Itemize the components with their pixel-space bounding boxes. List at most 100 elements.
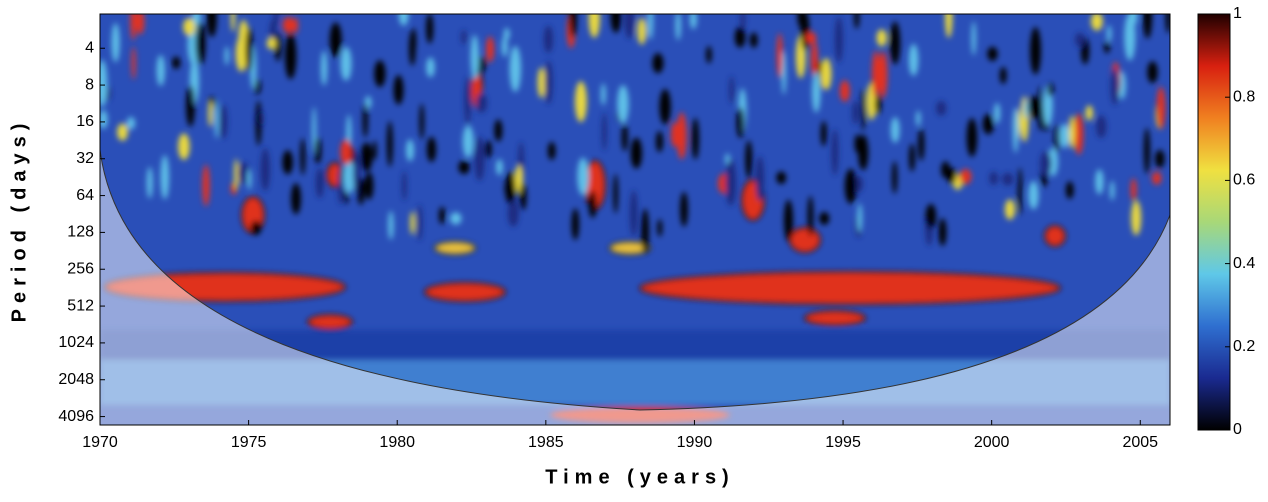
streak — [1017, 167, 1023, 216]
x-tick-label: 1975 — [231, 434, 267, 451]
streak — [844, 168, 857, 204]
streak — [909, 143, 915, 172]
streak — [807, 195, 814, 237]
streak — [494, 119, 503, 142]
y-tick-label: 16 — [76, 113, 94, 130]
blob — [1044, 225, 1066, 247]
streak — [613, 173, 618, 214]
streak — [670, 122, 679, 148]
blob — [424, 282, 506, 302]
blob — [639, 271, 1061, 305]
streak — [800, 14, 810, 51]
streak — [1040, 151, 1052, 176]
streak — [601, 112, 607, 152]
streak — [219, 104, 228, 139]
streak — [136, 14, 145, 35]
streak — [1075, 32, 1085, 47]
streak — [1091, 14, 1103, 31]
streak — [839, 80, 850, 102]
colorbar-tick-label: 0.4 — [1233, 255, 1255, 272]
streak — [1106, 25, 1112, 43]
streak — [284, 32, 297, 80]
streak — [519, 183, 527, 211]
streak — [409, 30, 416, 66]
streak — [1065, 181, 1074, 199]
streak — [1142, 14, 1153, 39]
streak — [388, 210, 394, 240]
streak — [621, 123, 628, 152]
streak — [655, 131, 663, 153]
streak — [329, 22, 342, 58]
streak — [706, 46, 712, 64]
x-tick-label: 1985 — [528, 434, 564, 451]
streak — [340, 139, 352, 166]
streak — [571, 208, 579, 241]
x-tick-label: 2000 — [974, 434, 1010, 451]
streak — [854, 134, 861, 153]
streak — [100, 110, 108, 129]
streak — [916, 110, 921, 127]
streak — [260, 147, 270, 192]
streak — [486, 36, 495, 63]
streak — [291, 183, 301, 215]
streak — [438, 206, 446, 225]
streak — [889, 21, 901, 65]
streak — [610, 14, 622, 33]
streak — [206, 14, 217, 38]
streak — [214, 99, 219, 139]
streak — [938, 218, 947, 247]
streak — [1151, 171, 1162, 185]
streak — [776, 33, 783, 78]
streak — [1004, 199, 1016, 220]
y-tick-label: 2048 — [58, 371, 94, 388]
streak — [364, 172, 374, 200]
streak — [1059, 123, 1070, 149]
y-tick-label: 4 — [85, 39, 94, 56]
streak — [691, 117, 699, 160]
streak — [312, 106, 317, 154]
streak — [282, 150, 293, 175]
streak — [999, 66, 1007, 85]
blob — [789, 227, 821, 253]
streak — [569, 14, 577, 38]
streak — [857, 203, 863, 233]
streak — [852, 100, 859, 125]
streak — [989, 171, 999, 186]
streak — [892, 160, 898, 194]
x-tick-label: 1990 — [677, 434, 713, 451]
streak — [834, 16, 843, 63]
colorbar-tick-label: 0.2 — [1233, 338, 1255, 355]
streak — [514, 165, 523, 194]
streak — [461, 29, 467, 45]
streak — [821, 57, 832, 91]
y-tick-label: 4096 — [58, 408, 94, 425]
streak — [647, 14, 654, 40]
streak — [250, 220, 262, 236]
streak — [812, 71, 821, 113]
streak — [629, 190, 638, 237]
streak — [315, 167, 324, 199]
streak — [831, 129, 839, 176]
streak — [357, 177, 365, 206]
streak — [266, 37, 277, 50]
colorbar-tick-label: 1 — [1233, 5, 1242, 22]
streak — [734, 26, 746, 48]
streak — [1074, 112, 1084, 155]
streak — [462, 125, 474, 158]
streak — [878, 51, 888, 99]
streak — [314, 136, 322, 165]
streak — [729, 75, 734, 104]
streak — [1110, 67, 1120, 106]
streak — [1024, 99, 1029, 119]
streak — [966, 118, 978, 158]
streak — [208, 100, 213, 127]
streak — [1130, 178, 1137, 202]
streak — [854, 14, 860, 29]
streak — [987, 46, 998, 62]
streak — [146, 166, 153, 199]
streak — [343, 189, 349, 205]
streak — [871, 50, 880, 98]
streak — [230, 14, 236, 32]
colorbar-tick-label: 0.8 — [1233, 88, 1255, 105]
streak — [186, 85, 195, 127]
